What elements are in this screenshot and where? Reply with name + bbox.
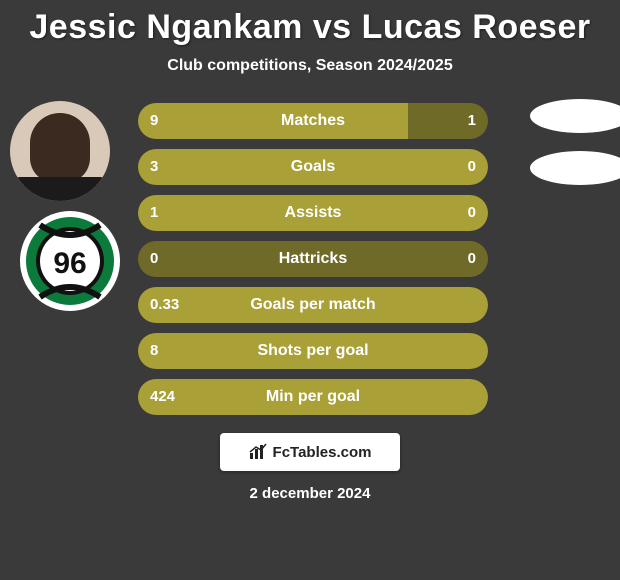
page-title: Jessic Ngankam vs Lucas Roeser <box>0 0 620 47</box>
brand-text: FcTables.com <box>273 444 372 461</box>
stat-label: Hattricks <box>138 241 488 277</box>
stat-row: 8Shots per goal <box>138 333 488 369</box>
player-right-avatar <box>530 99 620 133</box>
stat-row: 30Goals <box>138 149 488 185</box>
brand-chart-icon <box>249 443 267 461</box>
player-left-avatar <box>10 101 110 201</box>
stat-row: 91Matches <box>138 103 488 139</box>
stat-row: 10Assists <box>138 195 488 231</box>
page-subtitle: Club competitions, Season 2024/2025 <box>0 57 620 75</box>
stat-label: Matches <box>138 103 488 139</box>
stat-label: Min per goal <box>138 379 488 415</box>
brand-card[interactable]: FcTables.com <box>220 433 400 471</box>
stat-bars: 91Matches 30Goals 10Assists 00Hattricks 0.33… <box>138 103 488 415</box>
stat-row: 424Min per goal <box>138 379 488 415</box>
stat-label: Goals <box>138 149 488 185</box>
stat-label: Assists <box>138 195 488 231</box>
stat-label: Goals per match <box>138 287 488 323</box>
stat-row: 0.33Goals per match <box>138 287 488 323</box>
footer-date: 2 december 2024 <box>0 485 620 502</box>
comparison-content: 96 91Matches 30Goals 10Assists 00Hattricks 0… <box>0 103 620 415</box>
stat-label: Shots per goal <box>138 333 488 369</box>
club-left-badge: 96 <box>20 211 120 311</box>
svg-text:96: 96 <box>53 247 86 280</box>
stat-row: 00Hattricks <box>138 241 488 277</box>
club-right-badge <box>530 151 620 185</box>
